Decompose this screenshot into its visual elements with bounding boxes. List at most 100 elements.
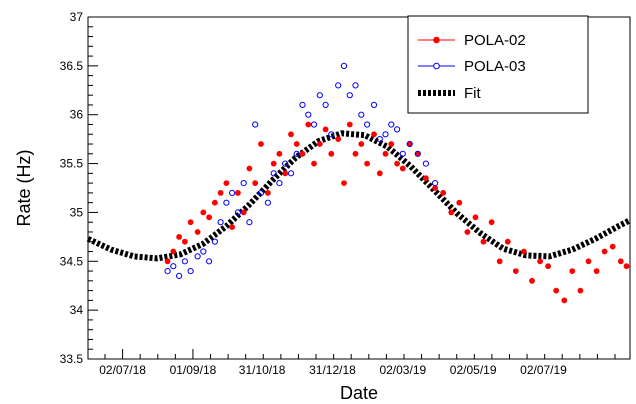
data-point-pola-03 bbox=[299, 101, 306, 109]
x-tick-label: 02/07/19 bbox=[520, 363, 567, 377]
data-point-pola-03 bbox=[229, 189, 236, 196]
data-point-pola-02 bbox=[364, 160, 370, 167]
data-point-pola-03 bbox=[217, 219, 224, 226]
data-point-pola-03 bbox=[406, 140, 413, 148]
y-tick-label: 34 bbox=[70, 303, 84, 317]
data-point-pola-03 bbox=[370, 101, 378, 109]
data-point-pola-02 bbox=[480, 238, 487, 245]
data-point-pola-02 bbox=[352, 150, 359, 157]
data-point-pola-02 bbox=[553, 287, 560, 294]
data-point-pola-03 bbox=[176, 272, 183, 279]
data-point-pola-03 bbox=[194, 253, 201, 260]
data-point-pola-02 bbox=[561, 297, 568, 304]
data-point-pola-03 bbox=[282, 160, 289, 167]
y-tick-label: 36.5 bbox=[60, 59, 84, 73]
legend: POLA-02 POLA-03 Fit bbox=[407, 15, 589, 114]
data-point-pola-03 bbox=[240, 180, 247, 187]
data-point-pola-02 bbox=[609, 243, 616, 250]
data-point-pola-03 bbox=[346, 92, 353, 99]
data-point-pola-02 bbox=[276, 150, 283, 157]
data-point-pola-02 bbox=[388, 141, 395, 147]
data-point-pola-02 bbox=[181, 238, 188, 245]
y-tick-label: 33.5 bbox=[60, 352, 84, 366]
data-point-pola-03 bbox=[382, 131, 389, 138]
axes-group: 33.5 34 34.5 35 35.5 36 36.5 37 02/07/18 01/09/18… bbox=[60, 10, 616, 377]
data-point-pola-02 bbox=[617, 258, 624, 265]
data-point-pola-03 bbox=[211, 238, 218, 245]
data-point-pola-02 bbox=[246, 165, 253, 172]
data-point-pola-02 bbox=[448, 209, 455, 216]
data-point-pola-02 bbox=[601, 248, 608, 255]
data-point-pola-02 bbox=[593, 268, 600, 274]
data-point-pola-02 bbox=[170, 248, 177, 255]
data-point-pola-02 bbox=[529, 277, 535, 284]
data-point-pola-03 bbox=[310, 121, 318, 128]
data-point-pola-03 bbox=[399, 150, 406, 157]
data-point-pola-02 bbox=[346, 121, 353, 128]
fit-curve bbox=[86, 130, 632, 262]
x-tick-label: 02/05/19 bbox=[450, 363, 497, 377]
data-point-pola-02 bbox=[270, 160, 277, 167]
data-point-pola-02 bbox=[399, 165, 406, 172]
data-point-pola-02 bbox=[488, 219, 495, 226]
data-point-pola-02 bbox=[211, 199, 218, 206]
data-point-pola-02 bbox=[311, 160, 317, 167]
data-point-pola-02 bbox=[464, 229, 471, 235]
data-point-pola-02 bbox=[217, 189, 224, 196]
data-point-pola-03 bbox=[364, 121, 371, 128]
data-point-pola-02 bbox=[472, 214, 479, 221]
x-tick-label: 31/12/18 bbox=[309, 363, 356, 377]
data-point-pola-03 bbox=[432, 180, 439, 187]
data-point-pola-02 bbox=[164, 258, 171, 265]
data-point-pola-02 bbox=[328, 150, 335, 157]
series-group bbox=[164, 62, 630, 304]
data-point-pola-03 bbox=[322, 101, 329, 109]
data-point-pola-03 bbox=[270, 170, 277, 177]
x-tick-label: 31/10/18 bbox=[239, 363, 286, 377]
data-point-pola-02 bbox=[358, 141, 365, 147]
fit-curve-group bbox=[86, 130, 632, 262]
legend-label-pola-03: POLA-03 bbox=[464, 58, 526, 75]
data-point-pola-02 bbox=[194, 229, 201, 235]
data-point-pola-02 bbox=[252, 180, 259, 186]
data-point-pola-02 bbox=[376, 170, 383, 177]
data-point-pola-03 bbox=[257, 189, 265, 196]
data-point-pola-03 bbox=[181, 258, 188, 265]
data-point-pola-03 bbox=[206, 258, 213, 265]
data-point-pola-03 bbox=[335, 82, 342, 89]
data-point-pola-02 bbox=[537, 258, 543, 265]
y-tick-label: 35.5 bbox=[60, 157, 84, 171]
data-point-pola-02 bbox=[264, 189, 271, 196]
data-point-pola-03 bbox=[316, 92, 323, 99]
data-point-pola-02 bbox=[496, 258, 503, 265]
data-point-pola-02 bbox=[293, 141, 300, 147]
y-tick-label: 34.5 bbox=[60, 254, 84, 268]
y-tick-label: 37 bbox=[70, 10, 84, 24]
data-point-pola-03 bbox=[264, 199, 271, 206]
data-point-pola-03 bbox=[246, 219, 253, 226]
data-point-pola-02 bbox=[322, 126, 329, 133]
data-point-pola-02 bbox=[258, 141, 264, 147]
data-point-pola-03 bbox=[234, 209, 241, 216]
data-point-pola-02 bbox=[316, 141, 323, 147]
x-tick-label: 01/09/18 bbox=[170, 363, 217, 377]
data-point-pola-03 bbox=[376, 136, 383, 143]
data-point-pola-02 bbox=[585, 258, 592, 265]
data-point-pola-02 bbox=[512, 268, 519, 274]
data-point-pola-02 bbox=[577, 287, 584, 294]
data-point-pola-02 bbox=[504, 238, 511, 245]
x-axis-title: Date bbox=[340, 383, 378, 403]
data-point-pola-02 bbox=[234, 189, 241, 196]
data-point-pola-02 bbox=[305, 121, 312, 128]
data-point-pola-02 bbox=[569, 268, 576, 274]
data-point-pola-02 bbox=[422, 175, 429, 182]
legend-marker-pola-03 bbox=[433, 62, 440, 70]
data-point-pola-02 bbox=[206, 214, 212, 221]
data-point-pola-02 bbox=[382, 150, 389, 157]
data-point-pola-02 bbox=[545, 263, 551, 270]
data-point-pola-03 bbox=[170, 263, 177, 270]
y-tick-label: 36 bbox=[70, 108, 84, 122]
data-point-pola-02 bbox=[288, 131, 294, 138]
data-point-pola-03 bbox=[352, 82, 359, 89]
